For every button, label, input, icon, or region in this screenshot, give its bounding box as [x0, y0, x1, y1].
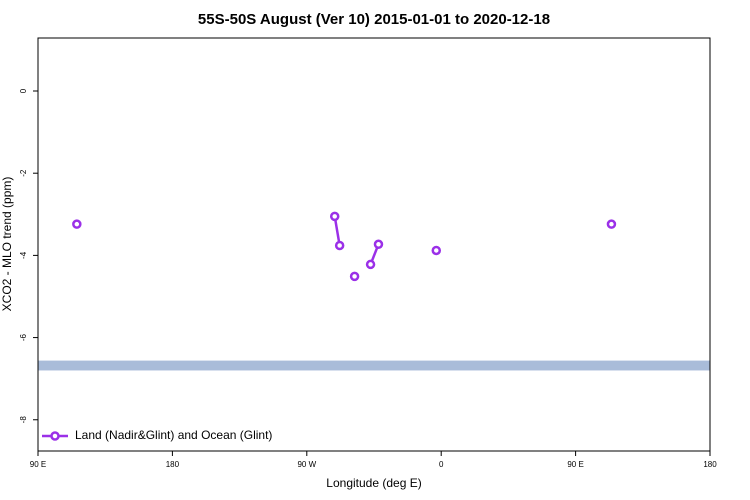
legend-marker: [50, 431, 60, 441]
point: [72, 219, 82, 229]
y-tick-label: -6: [19, 333, 28, 341]
x-tick-label: 180: [166, 460, 180, 469]
y-axis-label: XCO2 - MLO trend (ppm): [0, 177, 14, 312]
point: [334, 240, 345, 251]
legend-label: Land (Nadir&Glint) and Ocean (Glint): [75, 428, 272, 442]
x-tick-label: 90 E: [567, 460, 583, 469]
y-tick-label: -4: [19, 251, 28, 259]
y-tick-label: 0: [19, 88, 28, 93]
point: [606, 219, 617, 229]
chart-title: 55S-50S August (Ver 10) 2015-01-01 to 20…: [198, 11, 550, 28]
point: [431, 245, 442, 256]
band: [38, 360, 710, 371]
y-tick-label: -8: [19, 416, 28, 424]
x-tick-label: 90 W: [297, 460, 316, 469]
x-tick-label: 90 E: [30, 460, 46, 469]
point: [373, 239, 384, 250]
point: [349, 271, 360, 282]
x-tick-label: 0: [439, 460, 444, 469]
point: [365, 259, 376, 270]
y-tick-label: -2: [19, 169, 28, 177]
x-tick-label: 180: [703, 460, 717, 469]
series-line: [333, 216, 341, 246]
plot-frame: [37, 37, 711, 452]
point: [329, 211, 340, 222]
x-axis-label: Longitude (deg E): [326, 476, 421, 490]
